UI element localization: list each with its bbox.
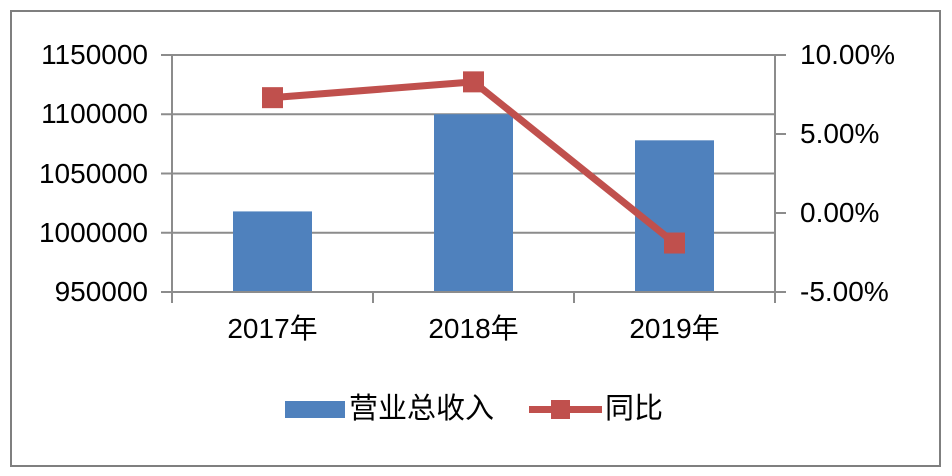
y-axis-label-left-1: 1100000 [41, 98, 148, 130]
legend-label-yoy: 同比 [605, 393, 664, 425]
x-axis-label-1: 2018年 [428, 313, 519, 344]
y-axis-label-left-4: 950000 [54, 276, 148, 307]
x-axis-label-0: 2017年 [227, 313, 318, 344]
bar-2019年 [635, 140, 714, 292]
legend-item-revenue: 营业总收入 [285, 393, 495, 425]
line-point-2019年 [664, 232, 685, 254]
y-axis-label-right-1: 5.00% [800, 118, 880, 149]
y-axis-label-left-2: 1050000 [38, 157, 148, 189]
x-axis-label-2: 2019年 [629, 313, 720, 344]
legend: 营业总收入 同比 [285, 393, 664, 425]
legend-bar-swatch-icon [285, 401, 345, 418]
line-point-2018年 [463, 71, 484, 93]
bar-2018年 [434, 114, 513, 292]
line-point-2017年 [262, 87, 283, 109]
y-axis-label-right-0: 10.00% [800, 39, 895, 70]
y-axis-label-left-3: 1000000 [38, 216, 148, 248]
legend-line-marker-icon [529, 398, 603, 421]
legend-item-yoy: 同比 [529, 393, 664, 425]
y-axis-label-right-3: -5.00% [800, 276, 889, 307]
bar-2017年 [233, 211, 312, 292]
legend-label-revenue: 营业总收入 [349, 393, 495, 425]
y-axis-label-left-0: 1150000 [41, 39, 148, 70]
y-axis-label-right-2: 0.00% [800, 197, 880, 228]
